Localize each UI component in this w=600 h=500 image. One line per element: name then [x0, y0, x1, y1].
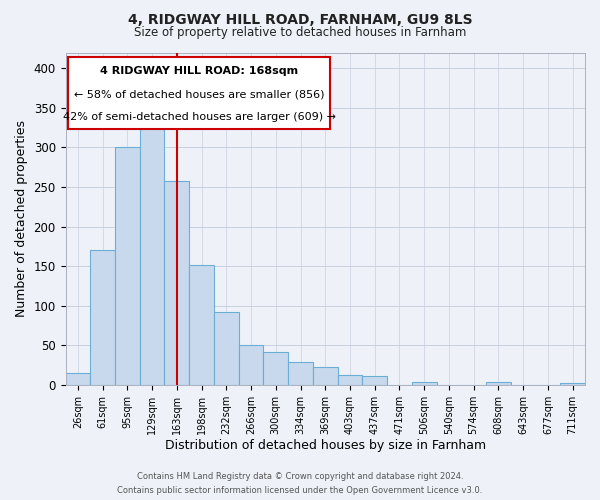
- Text: ← 58% of detached houses are smaller (856): ← 58% of detached houses are smaller (85…: [74, 89, 325, 99]
- Bar: [90, 250, 115, 385]
- Bar: [140, 126, 164, 385]
- X-axis label: Distribution of detached houses by size in Farnham: Distribution of detached houses by size …: [165, 440, 486, 452]
- Bar: [338, 376, 362, 385]
- Bar: [214, 312, 239, 385]
- Text: 42% of semi-detached houses are larger (609) →: 42% of semi-detached houses are larger (…: [63, 112, 336, 122]
- Text: Size of property relative to detached houses in Farnham: Size of property relative to detached ho…: [134, 26, 466, 39]
- Text: Contains HM Land Registry data © Crown copyright and database right 2024.: Contains HM Land Registry data © Crown c…: [137, 472, 463, 481]
- Bar: [288, 362, 313, 385]
- Bar: [115, 148, 140, 385]
- Text: 4, RIDGWAY HILL ROAD, FARNHAM, GU9 8LS: 4, RIDGWAY HILL ROAD, FARNHAM, GU9 8LS: [128, 12, 472, 26]
- Bar: [486, 382, 511, 385]
- Bar: [412, 382, 437, 385]
- Y-axis label: Number of detached properties: Number of detached properties: [15, 120, 28, 317]
- Bar: [362, 376, 387, 385]
- Bar: [239, 346, 263, 385]
- Bar: [313, 366, 338, 385]
- Bar: [189, 264, 214, 385]
- Text: 4 RIDGWAY HILL ROAD: 168sqm: 4 RIDGWAY HILL ROAD: 168sqm: [100, 66, 298, 76]
- Bar: [263, 352, 288, 385]
- Bar: [65, 373, 90, 385]
- FancyBboxPatch shape: [68, 58, 331, 129]
- Text: Contains public sector information licensed under the Open Government Licence v3: Contains public sector information licen…: [118, 486, 482, 495]
- Bar: [164, 180, 189, 385]
- Bar: [560, 384, 585, 385]
